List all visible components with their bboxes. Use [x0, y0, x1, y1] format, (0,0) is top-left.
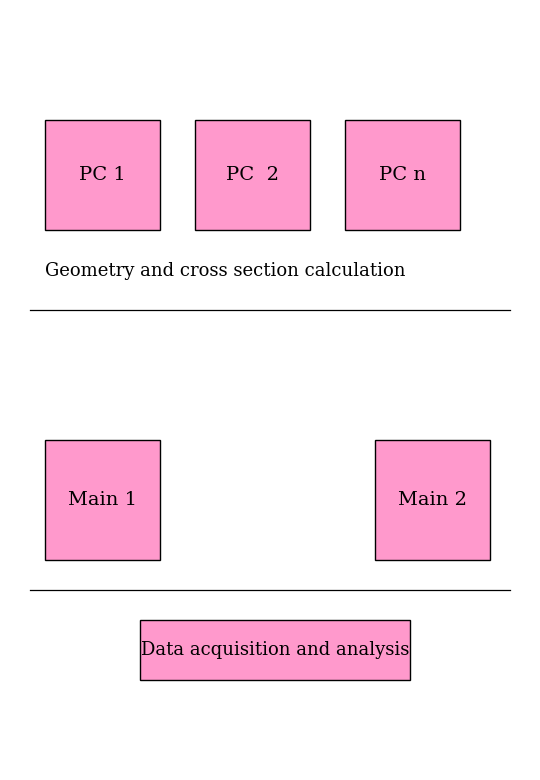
Bar: [375, 440, 490, 560]
Text: Data acquisition and analysis: Data acquisition and analysis: [141, 641, 409, 659]
Text: PC 1: PC 1: [79, 166, 126, 184]
Bar: [45, 120, 160, 230]
Text: PC n: PC n: [379, 166, 426, 184]
Bar: [345, 120, 460, 230]
Bar: [140, 620, 410, 680]
Text: Main 2: Main 2: [398, 491, 467, 509]
Text: Main 1: Main 1: [68, 491, 137, 509]
Text: Geometry and cross section calculation: Geometry and cross section calculation: [45, 262, 406, 280]
Text: PC  2: PC 2: [226, 166, 279, 184]
Bar: [195, 120, 310, 230]
Bar: [45, 440, 160, 560]
